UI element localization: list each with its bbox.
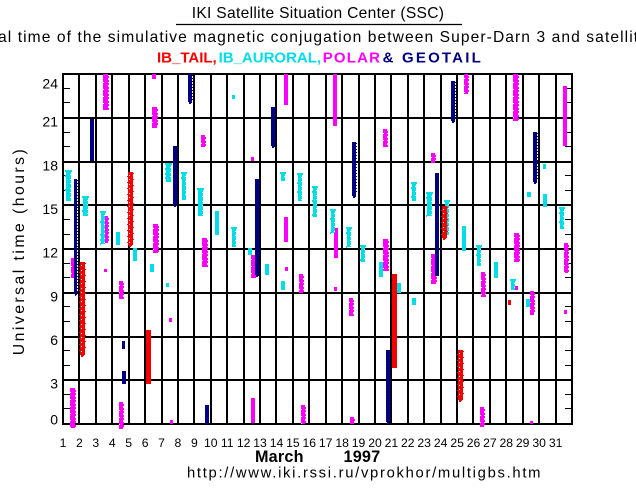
svg-text:31: 31 <box>549 436 563 450</box>
svg-text:0: 0 <box>50 412 58 428</box>
svg-text:18: 18 <box>42 157 58 173</box>
svg-text:27: 27 <box>483 436 497 450</box>
svg-text:17: 17 <box>319 436 333 450</box>
svg-text:1997: 1997 <box>344 448 381 466</box>
svg-text:12: 12 <box>237 436 251 450</box>
svg-text:1: 1 <box>60 436 67 450</box>
svg-text:21: 21 <box>385 436 399 450</box>
svg-text:10: 10 <box>204 436 218 450</box>
svg-text:3: 3 <box>92 436 99 450</box>
svg-text:24: 24 <box>434 436 448 450</box>
svg-text:13: 13 <box>253 436 267 450</box>
svg-text:9: 9 <box>50 288 58 304</box>
svg-text:4: 4 <box>109 436 116 450</box>
svg-text:21: 21 <box>42 113 58 129</box>
svg-text:19: 19 <box>352 436 366 450</box>
svg-text:al time of the simulative magn: al time of the simulative magnetic conju… <box>0 29 636 46</box>
svg-text:14: 14 <box>270 436 284 450</box>
svg-text:28: 28 <box>500 436 514 450</box>
svg-text:7: 7 <box>158 436 165 450</box>
svg-text:6: 6 <box>50 332 58 348</box>
svg-text:IB_TAIL, IB_AURORAL, POLAR& GE: IB_TAIL, IB_AURORAL, POLAR& GEOTAIL <box>157 50 483 67</box>
svg-text:30: 30 <box>532 436 546 450</box>
svg-text:2: 2 <box>76 436 83 450</box>
svg-text:11: 11 <box>221 436 234 450</box>
svg-text:3: 3 <box>50 376 58 392</box>
svg-text:Universal time (hours): Universal time (hours) <box>11 147 28 355</box>
svg-text:20: 20 <box>368 436 382 450</box>
svg-text:9: 9 <box>191 436 198 450</box>
svg-text:23: 23 <box>417 436 431 450</box>
svg-text:8: 8 <box>175 436 182 450</box>
svg-text:29: 29 <box>516 436 530 450</box>
svg-text:26: 26 <box>467 436 481 450</box>
svg-text:25: 25 <box>450 436 464 450</box>
svg-text:5: 5 <box>125 436 132 450</box>
svg-text:March: March <box>255 448 304 466</box>
svg-text:18: 18 <box>335 436 349 450</box>
svg-text:24: 24 <box>42 76 58 92</box>
svg-text:16: 16 <box>303 436 317 450</box>
svg-text:6: 6 <box>142 436 149 450</box>
svg-text:15: 15 <box>42 201 58 217</box>
svg-text:http://www.iki.rssi.ru/vprokho: http://www.iki.rssi.ru/vprokhor/multigbs… <box>187 466 542 482</box>
svg-text:22: 22 <box>401 436 415 450</box>
svg-text:IKI Satellite Situation Center: IKI Satellite Situation Center (SSC) <box>192 5 445 22</box>
svg-text:12: 12 <box>42 245 58 261</box>
svg-text:15: 15 <box>286 436 300 450</box>
